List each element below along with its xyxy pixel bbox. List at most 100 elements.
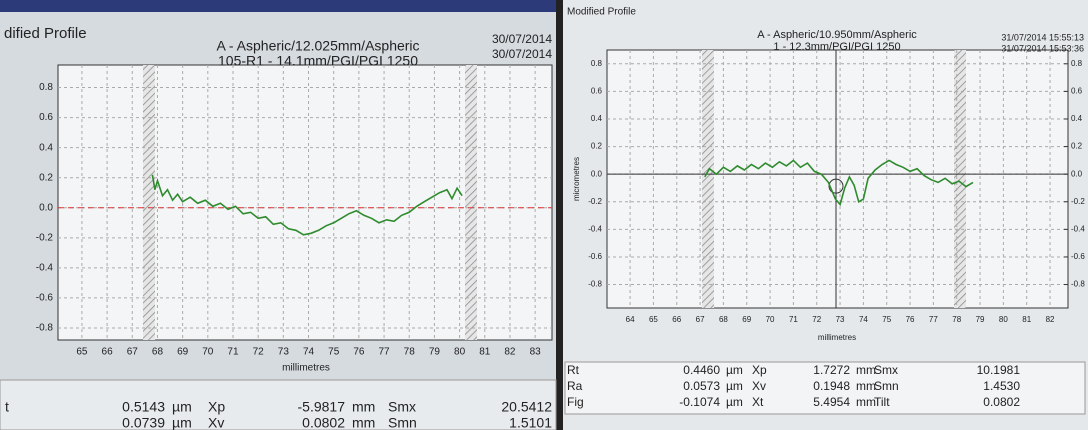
x-tick-label: 72 [253, 347, 265, 358]
panel-label: Modified Profile [567, 7, 636, 18]
result-cell: Xp [752, 363, 767, 377]
result-cell: 0.0739 [122, 415, 165, 430]
x-tick-label: 79 [976, 315, 985, 324]
y2-tick-label: 0.0 [1071, 169, 1083, 178]
x-tick-label: 83 [530, 347, 542, 358]
y-tick-label: -0.2 [36, 232, 54, 243]
x-tick-label: 65 [649, 315, 658, 324]
x-tick-label: 66 [102, 347, 114, 358]
result-cell: Rt [567, 363, 580, 377]
result-cell: t [5, 399, 9, 415]
y-tick-label: 0.4 [591, 114, 603, 123]
chart-subtitle: 105-R1 - 14.1mm/PGI/PGI 1250 [218, 53, 418, 69]
y-tick-label: 0.8 [591, 59, 603, 68]
result-cell: Ra [567, 379, 583, 393]
result-cell: Xp [208, 399, 225, 415]
x-tick-label: 64 [626, 315, 635, 324]
x-tick-label: 66 [672, 315, 681, 324]
x-tick-label: 81 [1022, 315, 1031, 324]
result-cell: 1.5101 [509, 415, 552, 430]
result-cell: Fig [567, 395, 584, 409]
result-cell: µm [726, 379, 743, 393]
x-tick-label: 75 [882, 315, 891, 324]
result-cell: µm [172, 399, 192, 415]
result-cell: µm [172, 415, 192, 430]
result-cell: Smn [874, 379, 899, 393]
result-cell: Tilt [874, 395, 890, 409]
result-cell: mm [352, 415, 375, 430]
left-titlebar [0, 0, 556, 12]
x-tick-label: 70 [202, 347, 214, 358]
x-tick-label: 67 [127, 347, 139, 358]
y-tick-label: -0.4 [588, 224, 602, 233]
result-cell: 1.4530 [983, 379, 1020, 393]
result-cell: 0.5143 [122, 399, 165, 415]
y-tick-label: 0.6 [39, 112, 53, 123]
x-tick-label: 80 [454, 347, 466, 358]
result-cell: 0.0802 [983, 395, 1020, 409]
x-tick-label: 68 [719, 315, 728, 324]
result-cell: mm [856, 395, 876, 409]
y2-tick-label: 0.6 [1071, 86, 1083, 95]
y2-tick-label: 0.4 [1071, 114, 1083, 123]
x-tick-label: 72 [812, 315, 821, 324]
x-tick-label: 75 [328, 347, 340, 358]
x-tick-label: 82 [504, 347, 516, 358]
x-axis-label: millimetres [818, 333, 856, 342]
x-tick-label: 80 [999, 315, 1008, 324]
y-tick-label: -0.8 [36, 323, 54, 334]
result-cell: 0.4460 [683, 363, 720, 377]
x-tick-label: 65 [76, 347, 88, 358]
date: 31/07/2014 15:55:13 [1001, 32, 1084, 42]
x-tick-label: 67 [696, 315, 705, 324]
x-tick-label: 78 [952, 315, 961, 324]
result-cell: Smx [388, 399, 416, 415]
result-cell: mm [856, 379, 876, 393]
x-tick-label: 73 [278, 347, 290, 358]
plot-area [58, 65, 552, 340]
x-tick-label: 78 [404, 347, 416, 358]
x-tick-label: 73 [836, 315, 845, 324]
x-tick-label: 69 [742, 315, 751, 324]
chart-title: A - Aspheric/12.025mm/Aspheric [216, 38, 419, 54]
y-tick-label: 0.2 [591, 142, 603, 151]
x-tick-label: 74 [859, 315, 868, 324]
y-tick-label: 0.8 [39, 82, 53, 93]
result-cell: mm [856, 363, 876, 377]
y2-tick-label: -0.4 [1071, 224, 1085, 233]
excluded-zone [954, 50, 966, 308]
result-cell: -0.1074 [679, 395, 720, 409]
y-tick-label: 0.0 [591, 169, 603, 178]
y-tick-label: 0.0 [39, 202, 53, 213]
y-tick-label: 0.6 [591, 86, 603, 95]
y-tick-label: -0.6 [36, 293, 54, 304]
y-tick-label: -0.8 [588, 280, 602, 289]
x-tick-label: 77 [929, 315, 938, 324]
x-tick-label: 76 [353, 347, 365, 358]
x-tick-label: 68 [152, 347, 164, 358]
screens-photo: dified ProfileA - Aspheric/12.025mm/Asph… [0, 0, 1088, 430]
chart-subtitle: 1 - 12.3mm/PGI/PGI 1250 [773, 41, 900, 53]
y2-tick-label: -0.2 [1071, 197, 1085, 206]
result-cell: Xt [752, 395, 764, 409]
x-tick-label: 77 [378, 347, 390, 358]
excluded-zone [465, 65, 477, 340]
date: 31/07/2014 15:53:36 [1001, 43, 1084, 53]
y2-tick-label: 0.8 [1071, 59, 1083, 68]
result-cell: Xv [208, 415, 224, 430]
x-tick-label: 74 [303, 347, 315, 358]
result-cell: Xv [752, 379, 766, 393]
y2-tick-label: -0.6 [1071, 252, 1085, 261]
y2-tick-label: -0.8 [1071, 280, 1085, 289]
y-axis-label: micrometres [572, 157, 581, 201]
x-tick-label: 69 [177, 347, 189, 358]
chart-title: A - Aspheric/10.950mm/Aspheric [757, 29, 917, 41]
result-cell: 10.1981 [977, 363, 1021, 377]
result-cell: 20.5412 [501, 399, 552, 415]
y-tick-label: -0.2 [588, 197, 602, 206]
x-tick-label: 81 [479, 347, 491, 358]
x-tick-label: 71 [789, 315, 798, 324]
result-cell: Smx [874, 363, 898, 377]
left-results-box [0, 380, 556, 430]
result-cell: 0.0573 [683, 379, 720, 393]
